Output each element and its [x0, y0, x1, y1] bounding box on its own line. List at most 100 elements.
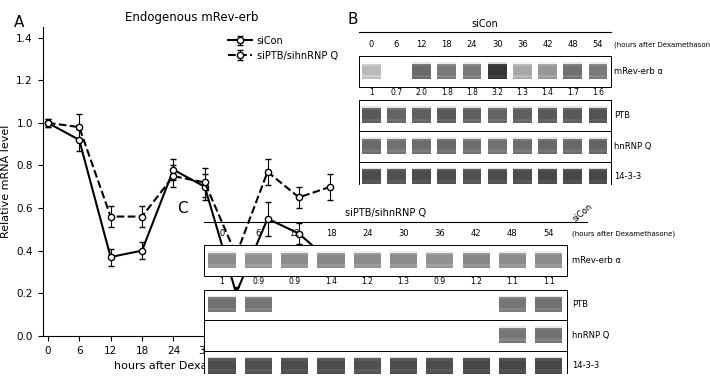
- Bar: [563, 107, 582, 109]
- Bar: [354, 371, 381, 373]
- Bar: [538, 180, 557, 182]
- Bar: [538, 181, 557, 184]
- Bar: [281, 358, 308, 374]
- Bar: [535, 297, 562, 300]
- Bar: [535, 265, 562, 267]
- Text: 1.6: 1.6: [592, 88, 604, 97]
- Bar: [412, 169, 431, 171]
- Bar: [209, 297, 236, 312]
- Bar: [412, 181, 431, 184]
- Bar: [387, 108, 406, 123]
- Bar: [412, 64, 431, 66]
- Bar: [513, 76, 532, 78]
- Text: siPTB/sihnRNP Q: siPTB/sihnRNP Q: [345, 208, 426, 218]
- Bar: [499, 358, 526, 361]
- Bar: [387, 137, 406, 139]
- Bar: [209, 358, 236, 361]
- Bar: [390, 358, 417, 361]
- Bar: [387, 168, 406, 170]
- Bar: [412, 64, 431, 79]
- Bar: [589, 108, 608, 110]
- Bar: [426, 358, 454, 374]
- Bar: [209, 357, 236, 359]
- Bar: [361, 168, 381, 170]
- Bar: [563, 108, 582, 123]
- Bar: [317, 253, 344, 255]
- Bar: [563, 76, 582, 78]
- Bar: [563, 139, 582, 154]
- Bar: [538, 169, 557, 171]
- Bar: [499, 264, 526, 266]
- Text: 24: 24: [466, 40, 477, 49]
- Text: mRev-erb α: mRev-erb α: [572, 256, 621, 265]
- Bar: [488, 139, 507, 141]
- Bar: [437, 62, 457, 64]
- Bar: [317, 358, 344, 361]
- Bar: [563, 62, 582, 64]
- Text: 54: 54: [593, 40, 604, 49]
- Bar: [488, 64, 507, 66]
- Bar: [354, 253, 381, 268]
- Bar: [317, 358, 344, 374]
- Bar: [538, 108, 557, 123]
- Bar: [361, 74, 381, 77]
- Bar: [499, 297, 526, 312]
- Text: A: A: [14, 15, 25, 30]
- Bar: [359, 131, 611, 161]
- Bar: [317, 369, 344, 371]
- Bar: [563, 74, 582, 77]
- Bar: [387, 149, 406, 152]
- Text: 1.8: 1.8: [466, 88, 478, 97]
- Bar: [387, 108, 406, 110]
- Bar: [437, 139, 457, 141]
- Bar: [499, 369, 526, 371]
- Bar: [281, 265, 308, 267]
- Bar: [462, 119, 481, 121]
- Bar: [589, 169, 608, 185]
- Bar: [462, 169, 481, 185]
- Bar: [437, 181, 457, 184]
- Bar: [462, 169, 481, 171]
- Text: 14-3-3: 14-3-3: [572, 361, 599, 371]
- Bar: [538, 168, 557, 170]
- Bar: [589, 139, 608, 154]
- Bar: [488, 64, 507, 79]
- Bar: [499, 253, 526, 268]
- Bar: [361, 149, 381, 152]
- Bar: [354, 265, 381, 267]
- Bar: [209, 253, 236, 255]
- Bar: [387, 139, 406, 141]
- Bar: [535, 264, 562, 266]
- Bar: [589, 168, 608, 170]
- Bar: [426, 251, 454, 254]
- Bar: [535, 369, 562, 371]
- Bar: [499, 358, 526, 374]
- Bar: [437, 151, 457, 153]
- Bar: [563, 64, 582, 66]
- Bar: [488, 74, 507, 77]
- Bar: [209, 297, 236, 300]
- Bar: [281, 369, 308, 371]
- Text: 3.2: 3.2: [491, 88, 503, 97]
- Bar: [513, 151, 532, 153]
- Text: 1.4: 1.4: [542, 88, 554, 97]
- Bar: [563, 168, 582, 170]
- Bar: [462, 357, 490, 359]
- Bar: [589, 76, 608, 78]
- Bar: [488, 181, 507, 184]
- Bar: [535, 253, 562, 255]
- Bar: [354, 253, 381, 255]
- Bar: [390, 369, 417, 371]
- Bar: [535, 328, 562, 343]
- Bar: [412, 139, 431, 154]
- Bar: [535, 371, 562, 373]
- Text: 1.7: 1.7: [567, 88, 579, 97]
- Bar: [281, 357, 308, 359]
- Bar: [538, 76, 557, 78]
- Bar: [462, 120, 481, 122]
- Bar: [437, 107, 457, 109]
- Bar: [499, 296, 526, 298]
- Bar: [513, 181, 532, 184]
- Bar: [426, 357, 454, 359]
- Bar: [412, 76, 431, 78]
